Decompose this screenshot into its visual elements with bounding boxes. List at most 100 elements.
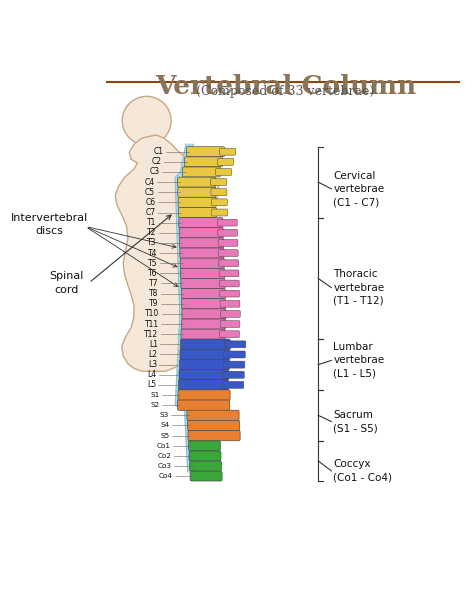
Text: L1: L1 bbox=[149, 340, 158, 349]
Polygon shape bbox=[115, 135, 220, 371]
FancyBboxPatch shape bbox=[179, 228, 223, 238]
FancyBboxPatch shape bbox=[216, 169, 232, 175]
FancyBboxPatch shape bbox=[181, 329, 225, 339]
Text: L4: L4 bbox=[147, 370, 156, 379]
Text: L3: L3 bbox=[148, 360, 157, 369]
Text: C3: C3 bbox=[150, 168, 160, 176]
Text: T3: T3 bbox=[147, 238, 157, 248]
FancyBboxPatch shape bbox=[179, 217, 223, 228]
FancyBboxPatch shape bbox=[220, 301, 240, 307]
Text: C4: C4 bbox=[145, 178, 155, 187]
Text: Coccyx
(Co1 - Co4): Coccyx (Co1 - Co4) bbox=[333, 459, 392, 482]
FancyBboxPatch shape bbox=[179, 207, 217, 217]
FancyBboxPatch shape bbox=[188, 431, 240, 441]
Text: S4: S4 bbox=[160, 422, 170, 428]
FancyBboxPatch shape bbox=[210, 179, 227, 185]
FancyBboxPatch shape bbox=[189, 441, 220, 451]
Text: (Composed of 33 vertebrae): (Composed of 33 vertebrae) bbox=[196, 84, 374, 97]
FancyBboxPatch shape bbox=[211, 199, 227, 206]
Text: S5: S5 bbox=[161, 432, 170, 438]
Text: Sacrum
(S1 - S5): Sacrum (S1 - S5) bbox=[333, 410, 378, 433]
FancyBboxPatch shape bbox=[181, 339, 230, 350]
FancyBboxPatch shape bbox=[218, 159, 234, 165]
FancyBboxPatch shape bbox=[177, 400, 229, 410]
FancyBboxPatch shape bbox=[182, 319, 226, 329]
Text: T2: T2 bbox=[147, 228, 156, 237]
FancyBboxPatch shape bbox=[223, 371, 244, 378]
FancyBboxPatch shape bbox=[218, 239, 238, 247]
FancyBboxPatch shape bbox=[224, 351, 246, 358]
FancyBboxPatch shape bbox=[211, 189, 227, 195]
Text: S2: S2 bbox=[150, 402, 160, 408]
FancyBboxPatch shape bbox=[211, 209, 228, 216]
Text: L5: L5 bbox=[147, 380, 156, 390]
Text: Co4: Co4 bbox=[158, 473, 172, 479]
FancyBboxPatch shape bbox=[180, 349, 230, 360]
Text: T11: T11 bbox=[145, 320, 159, 328]
Text: Co3: Co3 bbox=[158, 463, 172, 469]
FancyBboxPatch shape bbox=[222, 381, 244, 388]
Text: S1: S1 bbox=[151, 392, 160, 398]
FancyBboxPatch shape bbox=[219, 249, 238, 257]
FancyBboxPatch shape bbox=[180, 258, 224, 268]
Text: L2: L2 bbox=[148, 350, 157, 359]
FancyBboxPatch shape bbox=[219, 260, 238, 267]
Polygon shape bbox=[175, 144, 195, 472]
FancyBboxPatch shape bbox=[220, 290, 239, 297]
Text: Cervical
vertebrae
(C1 - C7): Cervical vertebrae (C1 - C7) bbox=[333, 170, 384, 207]
Text: Thoracic
vertebrae
(T1 - T12): Thoracic vertebrae (T1 - T12) bbox=[333, 270, 384, 306]
Text: T8: T8 bbox=[149, 289, 159, 298]
Text: Spinal
cord: Spinal cord bbox=[50, 271, 84, 295]
Text: T9: T9 bbox=[149, 299, 159, 308]
FancyBboxPatch shape bbox=[219, 331, 239, 337]
FancyBboxPatch shape bbox=[181, 268, 225, 279]
Text: T12: T12 bbox=[144, 330, 158, 339]
Text: Intervertebral
discs: Intervertebral discs bbox=[11, 213, 88, 236]
Text: C5: C5 bbox=[145, 188, 155, 197]
FancyBboxPatch shape bbox=[181, 289, 225, 299]
FancyBboxPatch shape bbox=[180, 359, 229, 370]
Text: C7: C7 bbox=[146, 208, 156, 217]
FancyBboxPatch shape bbox=[219, 280, 239, 287]
Text: C1: C1 bbox=[154, 147, 164, 156]
FancyBboxPatch shape bbox=[182, 167, 220, 177]
FancyBboxPatch shape bbox=[178, 380, 228, 390]
Text: Lumbar
vertebrae
(L1 - L5): Lumbar vertebrae (L1 - L5) bbox=[333, 342, 384, 378]
FancyBboxPatch shape bbox=[220, 311, 240, 317]
FancyBboxPatch shape bbox=[180, 248, 224, 258]
FancyBboxPatch shape bbox=[181, 279, 225, 289]
Text: T6: T6 bbox=[148, 269, 158, 278]
FancyBboxPatch shape bbox=[187, 147, 225, 157]
Circle shape bbox=[122, 96, 171, 145]
Text: C2: C2 bbox=[152, 157, 162, 166]
Text: T1: T1 bbox=[147, 218, 156, 227]
FancyBboxPatch shape bbox=[219, 148, 236, 155]
Text: T10: T10 bbox=[145, 309, 159, 318]
FancyBboxPatch shape bbox=[189, 451, 221, 461]
FancyBboxPatch shape bbox=[182, 299, 226, 309]
Text: T5: T5 bbox=[148, 259, 157, 268]
FancyBboxPatch shape bbox=[178, 197, 216, 207]
FancyBboxPatch shape bbox=[178, 390, 230, 400]
Text: C6: C6 bbox=[146, 198, 155, 207]
Text: Co2: Co2 bbox=[157, 453, 171, 459]
FancyBboxPatch shape bbox=[178, 187, 216, 197]
FancyBboxPatch shape bbox=[187, 410, 239, 421]
FancyBboxPatch shape bbox=[220, 321, 240, 327]
FancyBboxPatch shape bbox=[182, 309, 226, 319]
FancyBboxPatch shape bbox=[218, 229, 237, 236]
Text: Vertebral Column: Vertebral Column bbox=[155, 74, 416, 99]
Text: S3: S3 bbox=[160, 412, 169, 418]
FancyBboxPatch shape bbox=[179, 369, 229, 380]
FancyBboxPatch shape bbox=[223, 361, 245, 368]
FancyBboxPatch shape bbox=[184, 157, 223, 167]
Text: T4: T4 bbox=[148, 248, 157, 258]
FancyBboxPatch shape bbox=[218, 219, 237, 226]
Text: Co1: Co1 bbox=[156, 443, 171, 448]
Text: T7: T7 bbox=[149, 279, 158, 288]
FancyBboxPatch shape bbox=[190, 461, 221, 471]
FancyBboxPatch shape bbox=[224, 341, 246, 348]
FancyBboxPatch shape bbox=[180, 238, 224, 248]
FancyBboxPatch shape bbox=[190, 471, 222, 481]
FancyBboxPatch shape bbox=[219, 270, 239, 277]
